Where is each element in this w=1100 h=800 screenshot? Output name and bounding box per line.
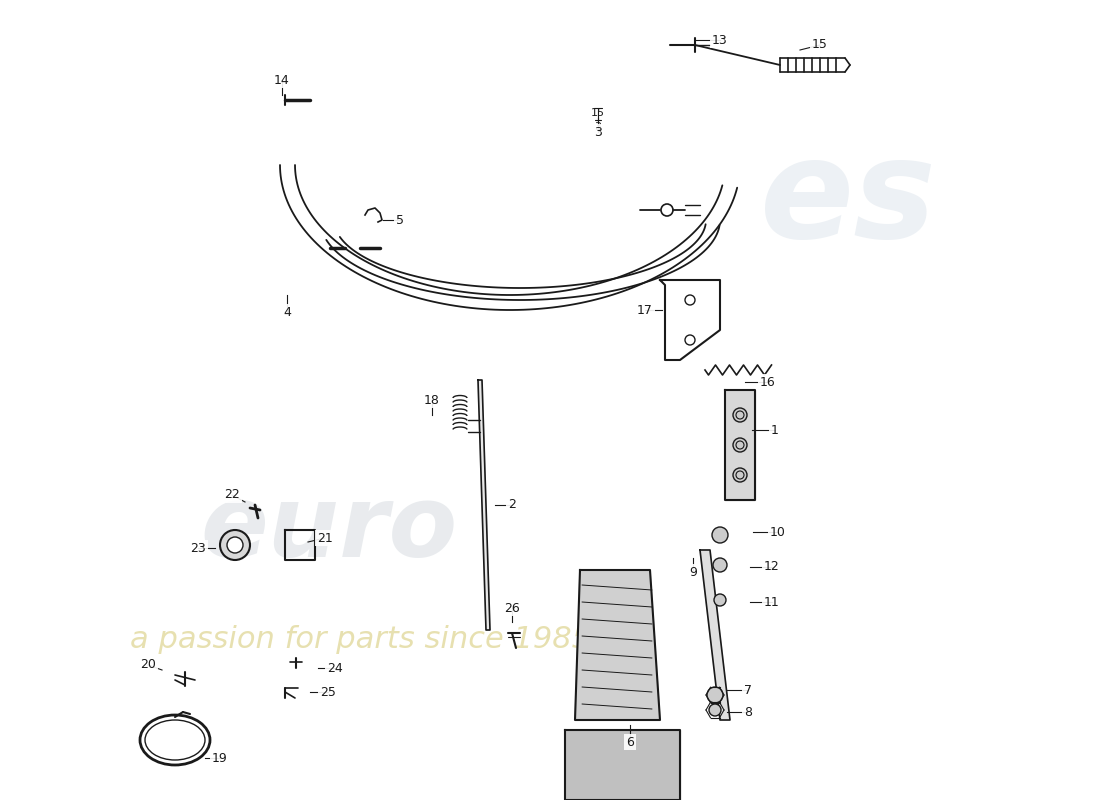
Text: 5: 5 [396,214,404,226]
Text: 21: 21 [317,531,333,545]
Text: 3: 3 [594,122,602,132]
Polygon shape [725,390,755,500]
Text: es: es [760,133,937,267]
Circle shape [710,704,720,716]
Text: 14: 14 [274,74,290,86]
Text: 2: 2 [508,498,516,511]
Text: 10: 10 [770,526,785,538]
Text: 12: 12 [764,561,780,574]
Polygon shape [565,730,680,800]
Text: 17: 17 [637,303,653,317]
Circle shape [733,468,747,482]
Text: 4: 4 [283,306,290,318]
Circle shape [733,438,747,452]
Text: 19: 19 [212,751,228,765]
Circle shape [712,527,728,543]
Text: 9: 9 [689,566,697,578]
Text: 16: 16 [760,375,775,389]
Text: euro: euro [200,482,458,578]
Circle shape [707,687,723,703]
Text: 6: 6 [626,735,634,749]
Text: 24: 24 [327,662,343,674]
Text: 23: 23 [190,542,206,554]
Text: 13: 13 [712,34,728,46]
Circle shape [227,537,243,553]
Circle shape [220,530,250,560]
Circle shape [714,594,726,606]
Text: 22: 22 [224,489,240,502]
Polygon shape [478,380,490,630]
Text: 1: 1 [771,423,779,437]
Text: 15: 15 [591,108,605,118]
Text: 8: 8 [744,706,752,718]
Text: 25: 25 [320,686,336,698]
Polygon shape [700,550,730,720]
Text: 15: 15 [812,38,828,51]
Circle shape [733,408,747,422]
Text: 26: 26 [504,602,520,614]
Circle shape [713,558,727,572]
Text: 3: 3 [594,126,602,138]
Text: a passion for parts since 1985: a passion for parts since 1985 [130,626,591,654]
Text: 18: 18 [425,394,440,406]
Polygon shape [575,570,660,720]
Text: 20: 20 [140,658,156,671]
Text: 7: 7 [744,683,752,697]
Text: 11: 11 [764,595,780,609]
